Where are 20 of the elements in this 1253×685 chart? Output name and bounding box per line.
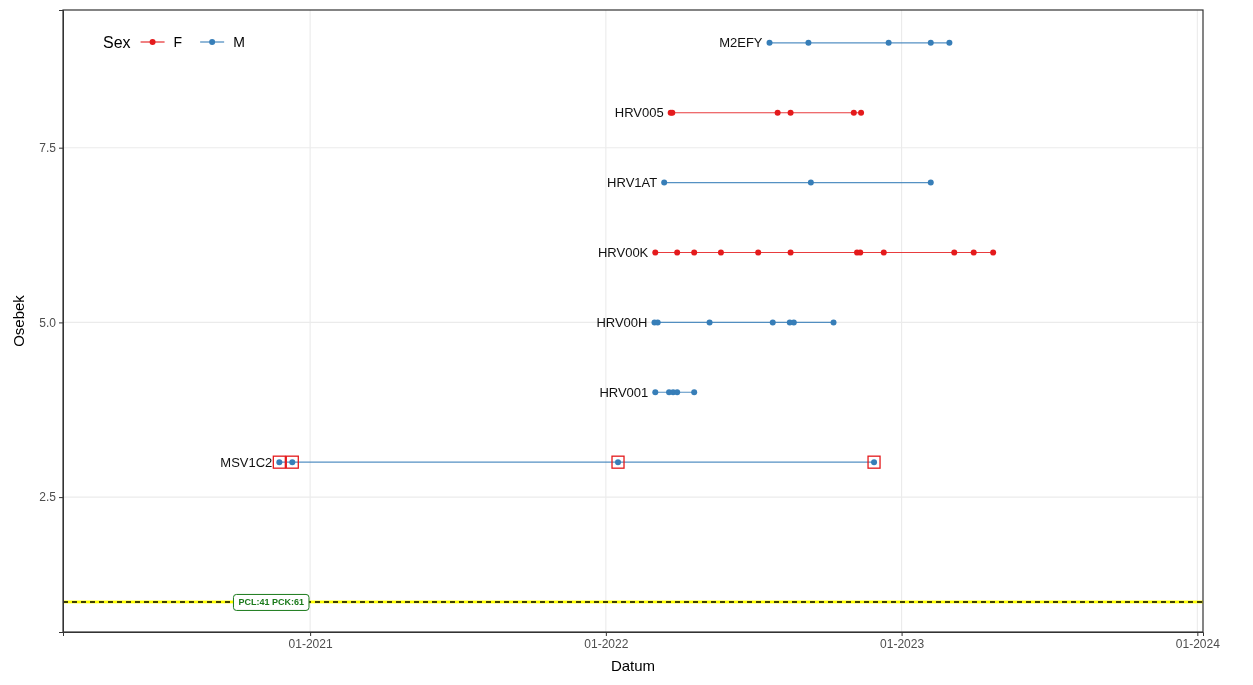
x-axis-title: Datum xyxy=(610,657,656,674)
annotation: HRV001 xyxy=(599,384,649,400)
annotation: HRV005 xyxy=(614,105,664,121)
annotation: HRV00H xyxy=(596,314,648,330)
y-axis-title: Osebek xyxy=(10,294,27,347)
legend-label: M xyxy=(233,34,245,50)
annotation: PCL:41 PCK:61 xyxy=(238,597,304,608)
annotation: MSV1C2 xyxy=(220,454,273,470)
x-tick-label: 01-2022 xyxy=(584,636,629,651)
y-tick-label: 2.5 xyxy=(39,490,57,505)
x-tick-label: 01-2021 xyxy=(288,636,333,651)
x-tick-label: 01-2023 xyxy=(880,636,925,651)
legend-label: F xyxy=(173,34,183,50)
y-tick-label: 5.0 xyxy=(39,315,57,330)
x-tick-label: 01-2024 xyxy=(1175,636,1221,651)
annotation: HRV00K xyxy=(597,245,649,261)
annotation: M2EFY xyxy=(719,35,763,51)
legend-title: Sex xyxy=(103,34,131,51)
annotation: HRV1AT xyxy=(607,175,658,191)
y-tick-label: 7.5 xyxy=(39,141,57,156)
